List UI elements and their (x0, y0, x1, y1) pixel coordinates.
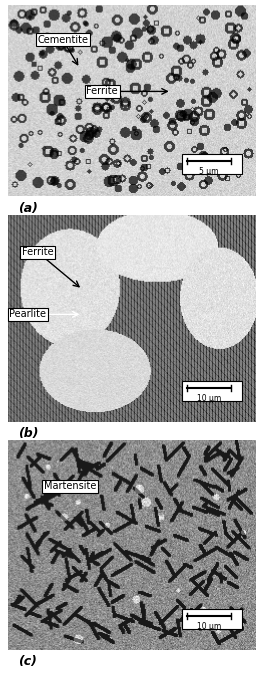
Text: (a): (a) (18, 202, 38, 215)
Text: 10 μm: 10 μm (197, 622, 221, 631)
Text: (c): (c) (18, 656, 37, 669)
Text: (b): (b) (18, 428, 39, 441)
Text: Ferrite: Ferrite (86, 87, 118, 96)
Text: 10 μm: 10 μm (197, 394, 221, 403)
Text: Cementite: Cementite (37, 35, 88, 44)
Bar (182, 609, 242, 629)
Bar (182, 154, 242, 174)
Text: Martensite: Martensite (44, 482, 96, 491)
Text: Pearlite: Pearlite (9, 309, 46, 320)
Text: 5 μm: 5 μm (199, 167, 219, 176)
Bar (182, 381, 242, 402)
Text: Ferrite: Ferrite (22, 247, 54, 257)
